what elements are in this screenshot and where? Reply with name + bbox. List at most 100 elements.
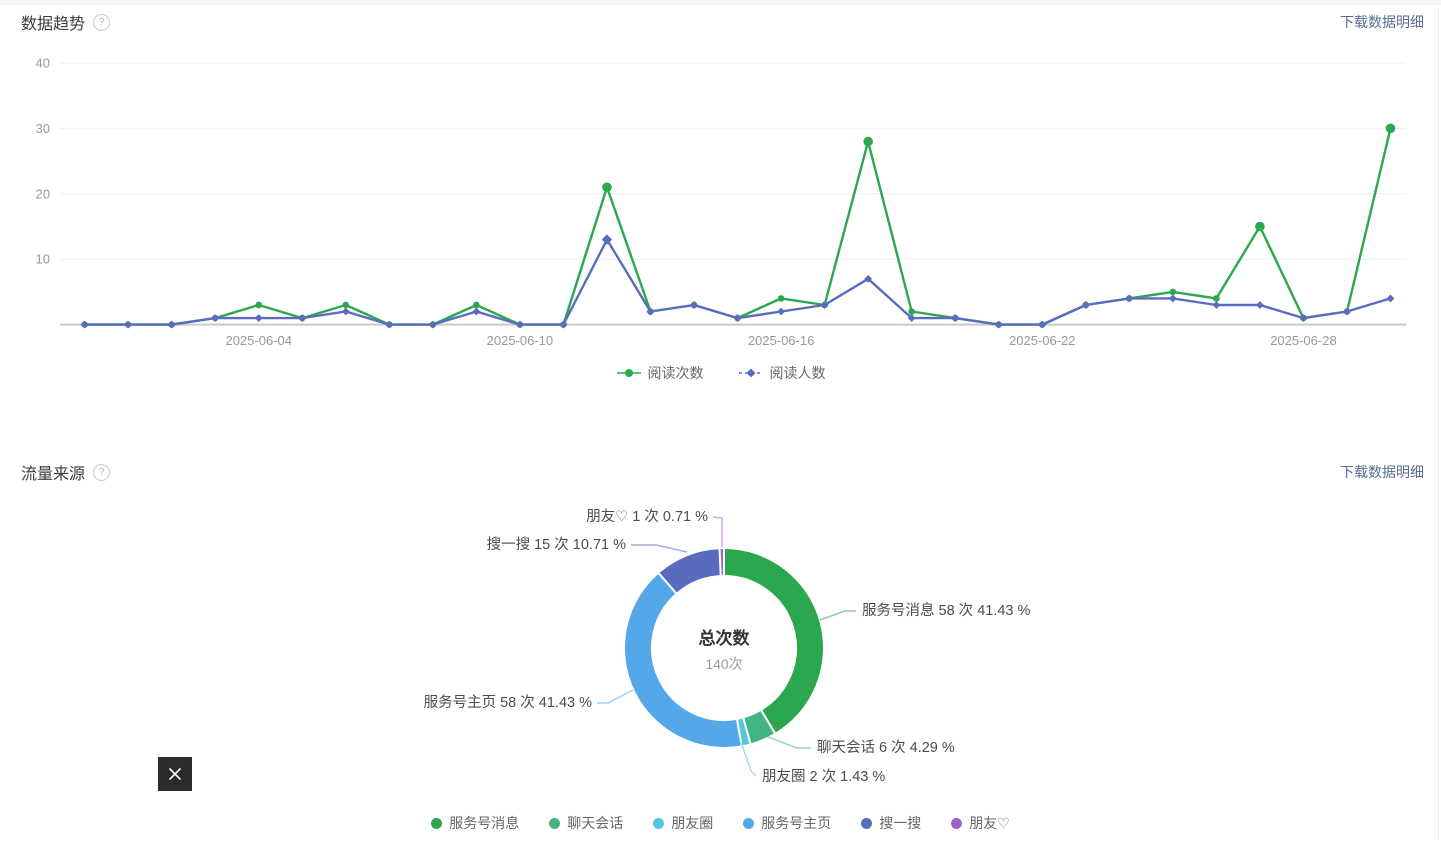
data-point[interactable] xyxy=(601,234,613,245)
data-point[interactable] xyxy=(428,320,437,329)
page-top-edge xyxy=(0,0,1441,5)
source-legend-item-1[interactable]: 聊天会话 xyxy=(549,813,623,833)
legend-dot-icon xyxy=(861,817,873,829)
source-legend-label: 朋友圈 xyxy=(671,815,714,831)
data-point[interactable] xyxy=(690,301,698,309)
source-legend-item-0[interactable]: 服务号消息 xyxy=(431,813,519,833)
source-legend-label: 服务号主页 xyxy=(761,815,832,831)
trend-legend-label: 阅读人数 xyxy=(769,365,826,381)
legend-dot-icon xyxy=(431,817,443,829)
trend-chart-svg: 10 20 30 40 2025-06-04 2025-06-10 2025-06-16 20… xyxy=(36,56,1406,348)
legend-dot-icon xyxy=(951,817,963,829)
x-axis-label-2025-06-04: 2025-06-04 xyxy=(225,333,292,348)
data-point[interactable] xyxy=(951,314,960,322)
data-point[interactable] xyxy=(907,314,916,322)
data-point[interactable] xyxy=(994,320,1003,329)
callout-leader-3 xyxy=(597,689,634,704)
trend-chart-legend: 阅读次数 阅读人数 xyxy=(0,363,1441,383)
close-icon xyxy=(168,767,182,781)
data-point[interactable] xyxy=(167,320,176,329)
source-section-header: 流量来源 ? xyxy=(21,460,111,484)
donut-segment-5[interactable] xyxy=(718,547,725,578)
donut-segment-3[interactable] xyxy=(623,571,743,749)
data-point[interactable] xyxy=(1213,295,1220,302)
trend-help-icon[interactable]: ? xyxy=(93,13,111,31)
scrollbar-track[interactable] xyxy=(1438,8,1439,839)
source-legend-item-2[interactable]: 朋友圈 xyxy=(653,813,713,833)
data-point[interactable] xyxy=(298,314,307,322)
data-point[interactable] xyxy=(820,301,829,309)
data-point[interactable] xyxy=(341,307,350,316)
callout-label-4: 搜一搜 15 次 10.71 % xyxy=(487,536,627,553)
data-point[interactable] xyxy=(1255,221,1265,232)
data-point[interactable] xyxy=(908,308,915,315)
data-point[interactable] xyxy=(385,320,394,329)
x-axis-label-2025-06-28: 2025-06-28 xyxy=(1270,333,1337,348)
y-axis-label-10: 10 xyxy=(36,252,50,267)
legend-diamond-marker-icon xyxy=(738,368,763,378)
data-point[interactable] xyxy=(1385,123,1396,134)
data-point[interactable] xyxy=(646,307,655,316)
callout-leader-2 xyxy=(740,741,757,777)
data-point[interactable] xyxy=(211,314,220,322)
data-point[interactable] xyxy=(1168,294,1177,303)
data-point[interactable] xyxy=(1081,301,1090,309)
callout-leader-5 xyxy=(712,516,723,547)
trend-legend-item-1[interactable]: 阅读人数 xyxy=(738,363,826,383)
source-chart-legend: 服务号消息 聊天会话 朋友圈 服务号主页 搜一搜 朋友♡ xyxy=(0,813,1441,833)
x-axis-label-2025-06-22: 2025-06-22 xyxy=(1009,333,1076,348)
data-point[interactable] xyxy=(559,320,568,329)
data-point[interactable] xyxy=(1038,320,1047,329)
data-point[interactable] xyxy=(777,307,785,316)
data-point[interactable] xyxy=(342,301,350,309)
data-point[interactable] xyxy=(602,182,612,193)
x-axis-label-2025-06-16: 2025-06-16 xyxy=(748,333,815,348)
source-legend-item-4[interactable]: 搜一搜 xyxy=(861,813,921,833)
data-point[interactable] xyxy=(1299,314,1308,322)
data-point[interactable] xyxy=(80,320,89,329)
callout-leader-0 xyxy=(819,610,856,621)
source-legend-label: 服务号消息 xyxy=(449,815,520,831)
data-point[interactable] xyxy=(516,320,524,329)
data-point[interactable] xyxy=(124,320,133,329)
source-download-link[interactable]: 下载数据明细 xyxy=(1340,464,1424,480)
trend-legend-item-0[interactable]: 阅读次数 xyxy=(616,363,704,383)
legend-dot-icon xyxy=(549,817,561,829)
trend-section-header: 数据趋势 ? xyxy=(21,10,111,34)
data-point[interactable] xyxy=(1212,301,1221,309)
callout-label-2: 朋友圈 2 次 1.43 % xyxy=(762,768,885,785)
data-point[interactable] xyxy=(472,307,481,316)
data-point[interactable] xyxy=(254,314,263,322)
source-section-title: 流量来源 xyxy=(21,466,86,483)
close-button[interactable] xyxy=(158,757,192,791)
trend-legend-label: 阅读次数 xyxy=(647,365,704,381)
data-point[interactable] xyxy=(255,301,263,309)
data-point[interactable] xyxy=(864,274,873,283)
data-point[interactable] xyxy=(1125,294,1134,303)
data-point[interactable] xyxy=(1256,301,1264,309)
source-chart-svg: 服务号消息 58 次 41.43 % 聊天会话 6 次 4.29 % 朋友圈 2 次… xyxy=(424,508,1031,785)
legend-dot-icon xyxy=(653,817,665,829)
trend-download-link[interactable]: 下载数据明细 xyxy=(1340,14,1424,30)
source-legend-item-5[interactable]: 朋友♡ xyxy=(951,813,1010,833)
data-point[interactable] xyxy=(473,301,480,309)
data-point[interactable] xyxy=(777,295,785,302)
series-line-0 xyxy=(83,127,1392,326)
donut-segment-0[interactable] xyxy=(723,547,825,735)
data-point[interactable] xyxy=(1169,288,1177,296)
callout-label-5: 朋友♡ 1 次 0.71 % xyxy=(586,508,708,525)
data-point[interactable] xyxy=(863,136,873,147)
y-axis-label-30: 30 xyxy=(36,121,50,136)
y-axis-label-20: 20 xyxy=(36,186,50,201)
data-point[interactable] xyxy=(1386,294,1395,303)
callout-leader-4 xyxy=(631,544,688,553)
x-axis-label-2025-06-10: 2025-06-10 xyxy=(487,333,554,348)
data-point[interactable] xyxy=(733,314,742,322)
trend-section-title: 数据趋势 xyxy=(21,16,86,33)
source-legend-label: 搜一搜 xyxy=(879,815,922,831)
source-legend-item-3[interactable]: 服务号主页 xyxy=(743,813,831,833)
source-help-icon[interactable]: ? xyxy=(93,463,111,481)
data-point[interactable] xyxy=(1343,307,1351,316)
callout-label-3: 服务号主页 58 次 41.43 % xyxy=(424,694,593,711)
source-legend-label: 朋友♡ xyxy=(969,815,1010,831)
